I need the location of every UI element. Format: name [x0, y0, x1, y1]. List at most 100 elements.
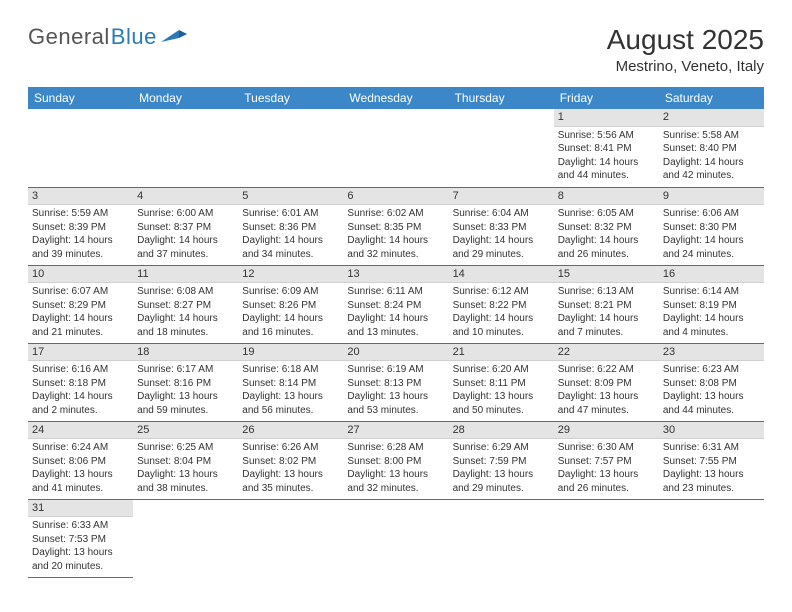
day-number: 22 — [554, 344, 659, 362]
sunrise-text: Sunrise: 6:07 AM — [32, 285, 129, 299]
sunset-text: Sunset: 8:21 PM — [558, 299, 655, 313]
daylight-text: Daylight: 14 hours and 26 minutes. — [558, 234, 655, 261]
sunrise-text: Sunrise: 6:30 AM — [558, 441, 655, 455]
daylight-text: Daylight: 13 hours and 38 minutes. — [137, 468, 234, 495]
day-cell-9: 9Sunrise: 6:06 AMSunset: 8:30 PMDaylight… — [659, 187, 764, 265]
day-content: Sunrise: 6:29 AMSunset: 7:59 PMDaylight:… — [449, 439, 554, 497]
day-content: Sunrise: 6:18 AMSunset: 8:14 PMDaylight:… — [238, 361, 343, 419]
empty-cell — [449, 499, 554, 577]
day-cell-31: 31Sunrise: 6:33 AMSunset: 7:53 PMDayligh… — [28, 499, 133, 577]
day-number: 25 — [133, 422, 238, 440]
daylight-text: Daylight: 14 hours and 10 minutes. — [453, 312, 550, 339]
day-cell-13: 13Sunrise: 6:11 AMSunset: 8:24 PMDayligh… — [343, 265, 448, 343]
day-number: 11 — [133, 266, 238, 284]
flag-icon — [161, 28, 187, 46]
day-content: Sunrise: 6:33 AMSunset: 7:53 PMDaylight:… — [28, 517, 133, 575]
day-cell-21: 21Sunrise: 6:20 AMSunset: 8:11 PMDayligh… — [449, 343, 554, 421]
daylight-text: Daylight: 14 hours and 29 minutes. — [453, 234, 550, 261]
empty-cell — [133, 109, 238, 187]
daylight-text: Daylight: 13 hours and 26 minutes. — [558, 468, 655, 495]
day-number: 20 — [343, 344, 448, 362]
sunrise-text: Sunrise: 5:59 AM — [32, 207, 129, 221]
sunset-text: Sunset: 8:04 PM — [137, 455, 234, 469]
daylight-text: Daylight: 14 hours and 4 minutes. — [663, 312, 760, 339]
logo-text-2: Blue — [111, 24, 157, 50]
day-content: Sunrise: 6:09 AMSunset: 8:26 PMDaylight:… — [238, 283, 343, 341]
day-number: 30 — [659, 422, 764, 440]
day-number: 2 — [659, 109, 764, 127]
sunrise-text: Sunrise: 6:12 AM — [453, 285, 550, 299]
day-number: 5 — [238, 188, 343, 206]
logo: GeneralBlue — [28, 24, 187, 50]
daylight-text: Daylight: 14 hours and 42 minutes. — [663, 156, 760, 183]
day-cell-16: 16Sunrise: 6:14 AMSunset: 8:19 PMDayligh… — [659, 265, 764, 343]
day-number: 1 — [554, 109, 659, 127]
daylight-text: Daylight: 14 hours and 18 minutes. — [137, 312, 234, 339]
day-number: 18 — [133, 344, 238, 362]
sunset-text: Sunset: 8:19 PM — [663, 299, 760, 313]
sunset-text: Sunset: 8:14 PM — [242, 377, 339, 391]
day-cell-25: 25Sunrise: 6:25 AMSunset: 8:04 PMDayligh… — [133, 421, 238, 499]
week-row: 3Sunrise: 5:59 AMSunset: 8:39 PMDaylight… — [28, 187, 764, 265]
sunset-text: Sunset: 8:29 PM — [32, 299, 129, 313]
day-content: Sunrise: 6:17 AMSunset: 8:16 PMDaylight:… — [133, 361, 238, 419]
sunset-text: Sunset: 8:22 PM — [453, 299, 550, 313]
sunset-text: Sunset: 8:16 PM — [137, 377, 234, 391]
day-content: Sunrise: 6:06 AMSunset: 8:30 PMDaylight:… — [659, 205, 764, 263]
sunrise-text: Sunrise: 6:04 AM — [453, 207, 550, 221]
week-row: 24Sunrise: 6:24 AMSunset: 8:06 PMDayligh… — [28, 421, 764, 499]
daylight-text: Daylight: 14 hours and 16 minutes. — [242, 312, 339, 339]
sunset-text: Sunset: 8:11 PM — [453, 377, 550, 391]
day-content: Sunrise: 6:13 AMSunset: 8:21 PMDaylight:… — [554, 283, 659, 341]
sunset-text: Sunset: 7:55 PM — [663, 455, 760, 469]
sunset-text: Sunset: 8:36 PM — [242, 221, 339, 235]
day-number: 24 — [28, 422, 133, 440]
header: GeneralBlue August 2025 Mestrino, Veneto… — [28, 24, 764, 75]
sunrise-text: Sunrise: 6:16 AM — [32, 363, 129, 377]
day-number: 23 — [659, 344, 764, 362]
day-cell-2: 2Sunrise: 5:58 AMSunset: 8:40 PMDaylight… — [659, 109, 764, 187]
empty-cell — [28, 109, 133, 187]
sunset-text: Sunset: 7:57 PM — [558, 455, 655, 469]
sunset-text: Sunset: 8:27 PM — [137, 299, 234, 313]
day-cell-24: 24Sunrise: 6:24 AMSunset: 8:06 PMDayligh… — [28, 421, 133, 499]
daylight-text: Daylight: 13 hours and 20 minutes. — [32, 546, 129, 573]
empty-cell — [238, 109, 343, 187]
day-cell-22: 22Sunrise: 6:22 AMSunset: 8:09 PMDayligh… — [554, 343, 659, 421]
day-number: 12 — [238, 266, 343, 284]
day-content: Sunrise: 6:01 AMSunset: 8:36 PMDaylight:… — [238, 205, 343, 263]
day-cell-30: 30Sunrise: 6:31 AMSunset: 7:55 PMDayligh… — [659, 421, 764, 499]
empty-cell — [343, 499, 448, 577]
day-cell-15: 15Sunrise: 6:13 AMSunset: 8:21 PMDayligh… — [554, 265, 659, 343]
sunset-text: Sunset: 8:37 PM — [137, 221, 234, 235]
day-content: Sunrise: 6:16 AMSunset: 8:18 PMDaylight:… — [28, 361, 133, 419]
empty-cell — [343, 109, 448, 187]
day-content: Sunrise: 6:11 AMSunset: 8:24 PMDaylight:… — [343, 283, 448, 341]
day-content: Sunrise: 6:08 AMSunset: 8:27 PMDaylight:… — [133, 283, 238, 341]
day-content: Sunrise: 5:56 AMSunset: 8:41 PMDaylight:… — [554, 127, 659, 185]
day-cell-28: 28Sunrise: 6:29 AMSunset: 7:59 PMDayligh… — [449, 421, 554, 499]
sunrise-text: Sunrise: 6:11 AM — [347, 285, 444, 299]
day-content: Sunrise: 6:25 AMSunset: 8:04 PMDaylight:… — [133, 439, 238, 497]
calendar-table: SundayMondayTuesdayWednesdayThursdayFrid… — [28, 87, 764, 578]
daylight-text: Daylight: 14 hours and 21 minutes. — [32, 312, 129, 339]
day-cell-1: 1Sunrise: 5:56 AMSunset: 8:41 PMDaylight… — [554, 109, 659, 187]
day-cell-26: 26Sunrise: 6:26 AMSunset: 8:02 PMDayligh… — [238, 421, 343, 499]
week-row: 17Sunrise: 6:16 AMSunset: 8:18 PMDayligh… — [28, 343, 764, 421]
sunset-text: Sunset: 8:00 PM — [347, 455, 444, 469]
sunset-text: Sunset: 8:13 PM — [347, 377, 444, 391]
sunrise-text: Sunrise: 5:56 AM — [558, 129, 655, 143]
day-content: Sunrise: 6:00 AMSunset: 8:37 PMDaylight:… — [133, 205, 238, 263]
day-content: Sunrise: 6:31 AMSunset: 7:55 PMDaylight:… — [659, 439, 764, 497]
empty-cell — [133, 499, 238, 577]
sunrise-text: Sunrise: 6:24 AM — [32, 441, 129, 455]
daylight-text: Daylight: 13 hours and 56 minutes. — [242, 390, 339, 417]
sunset-text: Sunset: 8:09 PM — [558, 377, 655, 391]
daylight-text: Daylight: 14 hours and 32 minutes. — [347, 234, 444, 261]
day-content: Sunrise: 6:20 AMSunset: 8:11 PMDaylight:… — [449, 361, 554, 419]
daylight-text: Daylight: 14 hours and 2 minutes. — [32, 390, 129, 417]
day-number: 15 — [554, 266, 659, 284]
daylight-text: Daylight: 14 hours and 7 minutes. — [558, 312, 655, 339]
sunset-text: Sunset: 7:53 PM — [32, 533, 129, 547]
sunrise-text: Sunrise: 6:26 AM — [242, 441, 339, 455]
